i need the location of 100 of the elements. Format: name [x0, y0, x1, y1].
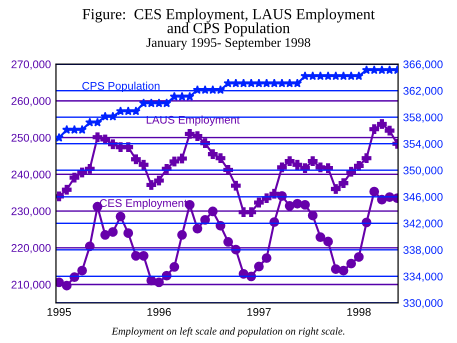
point [185, 92, 194, 101]
point [223, 237, 234, 247]
point [238, 78, 248, 88]
point [285, 78, 294, 88]
point [92, 118, 102, 127]
point [146, 98, 156, 108]
point [246, 78, 256, 88]
point [62, 280, 72, 290]
point [230, 180, 241, 191]
point [123, 228, 134, 238]
point [177, 154, 187, 164]
point [131, 250, 141, 261]
point [354, 161, 364, 171]
point [216, 153, 226, 164]
point [85, 118, 94, 127]
point [100, 112, 110, 121]
point [108, 112, 118, 121]
point [184, 129, 195, 139]
point [124, 106, 133, 116]
point [123, 142, 134, 152]
point [200, 85, 210, 94]
x-tick-label: 1997 [247, 308, 271, 316]
point [231, 78, 241, 88]
point [330, 264, 341, 274]
point [246, 207, 256, 218]
point [308, 71, 318, 80]
point [62, 124, 72, 134]
point [116, 106, 126, 116]
point [208, 206, 218, 216]
point [369, 186, 380, 196]
point [338, 71, 348, 80]
point [323, 71, 333, 80]
x-tick-label: 1995 [48, 308, 71, 316]
point [384, 65, 394, 74]
point [108, 227, 118, 237]
point [300, 71, 310, 80]
point [192, 131, 202, 141]
point [262, 78, 272, 88]
y2-tick-label: 350,000 [403, 166, 443, 176]
y-tick-label: 210,000 [12, 280, 51, 290]
point [208, 85, 218, 94]
point [277, 78, 287, 88]
y-tick-label: 270,000 [12, 60, 51, 70]
point [300, 200, 310, 210]
y-tick-label: 250,000 [12, 134, 51, 144]
point [170, 92, 180, 101]
point [116, 212, 126, 222]
y-tick-label: 230,000 [12, 207, 51, 216]
y2-tick-label: 346,000 [403, 193, 443, 202]
point [338, 266, 348, 276]
point [377, 119, 387, 129]
point [292, 160, 302, 170]
y2-tick-label: 358,000 [403, 113, 443, 123]
point [131, 106, 141, 116]
point [323, 236, 333, 246]
point [138, 160, 148, 170]
point [270, 78, 279, 88]
point [284, 201, 295, 211]
point [354, 252, 364, 262]
point [362, 153, 372, 164]
point [170, 156, 180, 166]
point [308, 210, 318, 220]
y2-tick-label: 362,000 [403, 86, 443, 96]
point [138, 98, 148, 108]
point [338, 178, 348, 188]
point [100, 230, 110, 240]
point [254, 198, 264, 208]
point [154, 277, 164, 288]
chart-title: Figure: CES Employment, LAUS Employment and CPS Population [82, 8, 375, 36]
point [177, 92, 187, 101]
y2-tick-label: 366,000 [403, 60, 443, 70]
point [77, 124, 87, 134]
point [56, 277, 64, 288]
y2-tick-label: 330,000 [403, 299, 443, 308]
point [170, 262, 180, 272]
point [377, 65, 387, 74]
point [192, 224, 202, 234]
point [292, 198, 302, 209]
point [384, 126, 394, 136]
point [56, 132, 64, 142]
point [254, 262, 264, 272]
chart-subtitle: January 1995- September 1998 [146, 38, 310, 50]
y2-tick-label: 342,000 [403, 220, 443, 229]
y2-tick-label: 338,000 [403, 246, 443, 256]
point [316, 232, 326, 242]
series-label: CPS Population [82, 82, 160, 92]
point [192, 85, 202, 94]
x-tick-label: 1996 [147, 308, 171, 316]
point [70, 172, 80, 182]
point [138, 250, 148, 261]
point [369, 124, 380, 134]
y-tick-label: 220,000 [12, 244, 51, 254]
point [330, 184, 341, 194]
y-tick-label: 260,000 [12, 97, 51, 106]
point [284, 156, 295, 166]
point [346, 71, 356, 80]
point [362, 65, 372, 74]
point [92, 132, 102, 142]
point [208, 149, 218, 159]
point [262, 253, 272, 263]
